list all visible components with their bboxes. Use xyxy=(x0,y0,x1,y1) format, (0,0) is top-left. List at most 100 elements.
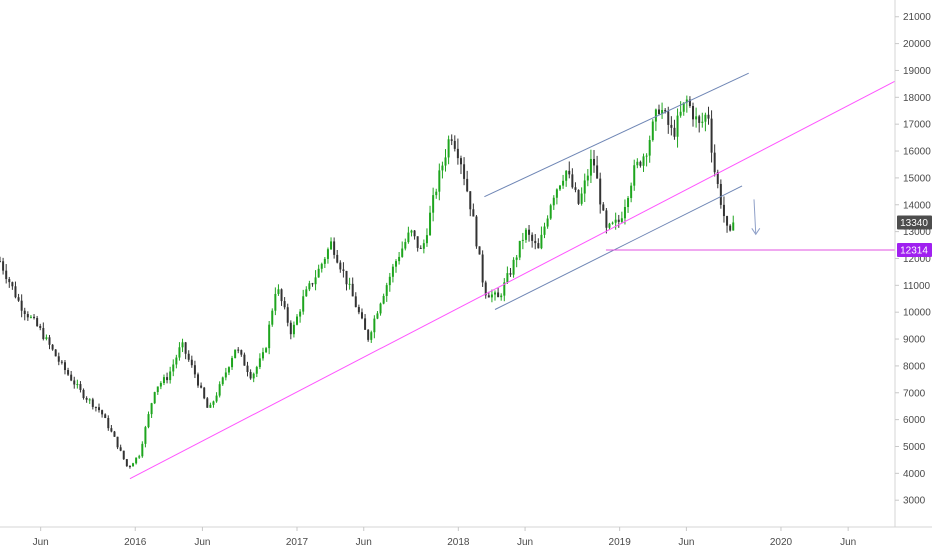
candle-body xyxy=(466,178,469,192)
x-tick-label: Jun xyxy=(356,537,372,548)
candle-body xyxy=(237,349,240,351)
candle-body xyxy=(685,99,688,103)
time-axis[interactable]: Jun 2016 Jun 2017 Jun 2018 Jun 2019 Jun 2020 Jun xyxy=(33,527,857,548)
candle-body xyxy=(627,198,630,208)
candle-body xyxy=(5,270,8,280)
level-price-label: 12314 xyxy=(900,246,928,257)
candle-body xyxy=(330,241,333,250)
candle-body xyxy=(70,374,73,381)
candle-body xyxy=(76,384,79,386)
candle-body xyxy=(221,377,224,385)
candle-body xyxy=(633,165,636,186)
candle-body xyxy=(732,222,735,231)
candle-body xyxy=(138,456,141,458)
price-axis[interactable]: 3000 4000 5000 6000 7000 8000 9000 10000 11000 12… xyxy=(895,12,931,507)
x-tick-label: 2019 xyxy=(609,537,632,548)
candle-body xyxy=(11,282,14,287)
candle-body xyxy=(277,289,280,294)
candle-body xyxy=(305,289,308,297)
candle-body xyxy=(490,294,493,298)
x-tick-label: Jun xyxy=(33,537,49,548)
candle-body xyxy=(209,404,212,408)
candle-body xyxy=(60,361,63,363)
candle-body xyxy=(249,372,252,379)
candle-body xyxy=(333,241,336,255)
candle-body xyxy=(203,387,206,399)
x-tick-label: Jun xyxy=(517,537,533,548)
candle-body xyxy=(345,270,348,285)
candle-body xyxy=(373,318,376,333)
candle-body xyxy=(258,358,261,368)
candle-body xyxy=(549,205,552,219)
candle-body xyxy=(36,318,39,326)
candle-body xyxy=(141,443,144,457)
candle-body xyxy=(144,427,147,444)
candle-body xyxy=(398,256,401,262)
candle-body xyxy=(639,161,642,166)
candle-body xyxy=(98,407,101,411)
x-tick-label: 2018 xyxy=(447,537,470,548)
x-tick-label: Jun xyxy=(840,537,856,548)
candle-body xyxy=(571,174,574,188)
candle-body xyxy=(710,118,713,153)
candle-body xyxy=(212,401,215,405)
candle-body xyxy=(459,158,462,165)
candle-body xyxy=(302,296,305,312)
candle-body xyxy=(528,229,531,235)
arrow-down-line xyxy=(753,199,757,235)
candle-body xyxy=(323,258,326,264)
x-tick-label: Jun xyxy=(194,537,210,548)
candle-body xyxy=(289,322,292,335)
candle-body xyxy=(713,152,716,173)
candle-body xyxy=(63,362,66,371)
candle-body xyxy=(364,318,367,330)
candle-body xyxy=(317,268,320,278)
candle-body xyxy=(57,356,60,362)
candle-body xyxy=(429,212,432,236)
candle-body xyxy=(197,374,200,386)
candle-body xyxy=(463,164,466,179)
candle-body xyxy=(268,324,271,349)
candle-body xyxy=(271,310,274,325)
candle-body xyxy=(296,316,299,325)
candle-body xyxy=(45,337,48,339)
candle-body xyxy=(286,307,289,323)
candle-body xyxy=(125,459,128,467)
candle-body xyxy=(206,398,209,408)
y-tick-label: 17000 xyxy=(903,120,931,131)
candle-body xyxy=(156,386,159,393)
candle-body xyxy=(562,180,565,186)
last-price-badge: 13340 xyxy=(897,215,932,230)
y-tick-label: 5000 xyxy=(903,442,926,453)
candle-body xyxy=(401,248,404,257)
y-tick-label: 21000 xyxy=(903,12,931,23)
candle-body xyxy=(39,325,42,329)
candle-body xyxy=(565,170,568,181)
candle-body xyxy=(481,254,484,283)
candle-body xyxy=(447,139,450,158)
candle-body xyxy=(178,347,181,358)
candle-body xyxy=(657,109,660,115)
candle-body xyxy=(357,307,360,313)
candle-body xyxy=(82,389,85,398)
channel-lower-line xyxy=(494,185,743,310)
candle-body xyxy=(614,219,617,223)
candle-body xyxy=(506,273,509,283)
candle-body xyxy=(654,109,657,122)
candle-body xyxy=(546,218,549,227)
candle-body xyxy=(729,225,732,231)
candle-body xyxy=(187,353,190,360)
candle-body xyxy=(252,373,255,379)
candle-body xyxy=(132,463,135,467)
candle-body xyxy=(425,235,428,244)
candle-body xyxy=(159,382,162,387)
candle-body xyxy=(704,114,707,122)
candle-body xyxy=(370,332,373,340)
candle-body xyxy=(348,283,351,285)
candle-body xyxy=(531,234,534,241)
candle-body xyxy=(23,310,26,315)
candle-body xyxy=(227,367,230,373)
candle-body xyxy=(314,277,317,285)
candle-body xyxy=(416,236,419,248)
